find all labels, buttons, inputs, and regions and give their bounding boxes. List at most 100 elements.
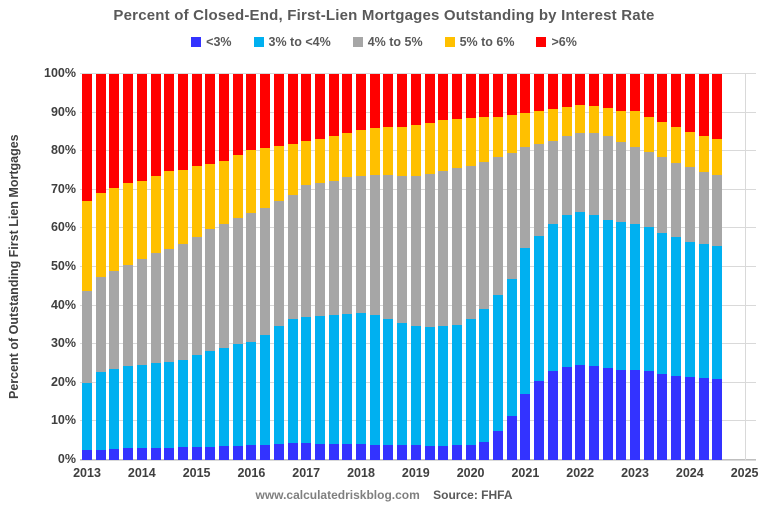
segment-2014Q2-4% to 5%: [150, 253, 161, 364]
stacked-bar-2023Q2: [643, 74, 654, 460]
x-tick-2018: 2018: [347, 466, 375, 480]
stacked-bar-2020Q1: [465, 74, 476, 460]
segment-2024Q2-<3%: [698, 378, 709, 460]
segment-2018Q1-<3%: [356, 444, 366, 460]
segment-2023Q2-5% to 6%: [643, 117, 654, 152]
x-tick-2023: 2023: [621, 466, 649, 480]
segment-2015Q1-4% to 5%: [191, 237, 202, 356]
segment-2015Q3->6%: [219, 74, 229, 162]
segment-2020Q1-3% to <4%: [465, 318, 476, 445]
segment-2014Q1-4% to 5%: [136, 258, 147, 365]
segment-2023Q4-5% to 6%: [671, 127, 682, 163]
segment-2018Q1-4% to 5%: [356, 175, 366, 313]
segment-2013Q2-3% to <4%: [95, 372, 106, 450]
stacked-bar-2017Q2: [314, 74, 325, 460]
stacked-bar-2021Q3: [547, 74, 558, 460]
segment-2018Q4->6%: [397, 74, 408, 127]
segment-2024Q2->6%: [698, 74, 709, 137]
stacked-bar-2018Q2: [369, 74, 380, 460]
segment-2016Q2-5% to 6%: [260, 148, 271, 208]
segment-2023Q1->6%: [630, 74, 640, 112]
segment-2020Q4-5% to 6%: [506, 114, 517, 154]
x-tick-2016: 2016: [237, 466, 266, 480]
segment-2020Q3-4% to 5%: [493, 157, 503, 295]
x-tick-2013: 2013: [73, 466, 101, 480]
segment-2015Q3-<3%: [219, 446, 229, 460]
legend-label: <3%: [206, 35, 232, 49]
segment-2018Q1-5% to 6%: [356, 129, 366, 176]
segment-2023Q2-3% to <4%: [643, 227, 654, 372]
segment-2015Q1->6%: [191, 74, 202, 167]
segment-2016Q3->6%: [273, 74, 284, 146]
segment-2017Q4-5% to 6%: [342, 133, 353, 178]
segment-2017Q1-<3%: [301, 443, 312, 460]
legend-item-4% to 5%: 4% to 5%: [352, 35, 423, 49]
segment-2021Q2-5% to 6%: [534, 111, 545, 144]
segment-2021Q1-3% to <4%: [520, 248, 531, 395]
stacked-bar-2017Q3: [328, 74, 339, 460]
segment-2017Q2-5% to 6%: [314, 138, 325, 183]
segment-2024Q1-3% to <4%: [684, 241, 695, 378]
segment-2018Q2-5% to 6%: [369, 128, 380, 175]
stacked-bar-2018Q3: [383, 74, 394, 460]
segment-2019Q1-3% to <4%: [410, 326, 421, 446]
segment-2013Q2-5% to 6%: [95, 192, 106, 278]
segment-2022Q3-5% to 6%: [602, 107, 613, 137]
segment-2018Q4-3% to <4%: [397, 322, 408, 445]
segment-2014Q3-<3%: [164, 447, 175, 460]
segment-2014Q4-3% to <4%: [177, 359, 188, 448]
y-tick-90%: 90%: [50, 104, 76, 119]
legend-swatch-icon: [352, 37, 363, 47]
segment-2021Q3-5% to 6%: [547, 108, 558, 141]
gridline-v-2025: [744, 74, 746, 460]
stacked-bar-2015Q1: [191, 74, 202, 460]
segment-2021Q3-4% to 5%: [547, 140, 558, 225]
segment-2015Q2-<3%: [205, 446, 216, 460]
segment-2016Q3-<3%: [273, 443, 284, 460]
segment-2015Q1-<3%: [191, 446, 202, 460]
segment-2023Q3-3% to <4%: [657, 233, 668, 374]
segment-2021Q1->6%: [520, 74, 531, 114]
segment-2024Q3-5% to 6%: [712, 139, 723, 176]
segment-2016Q4-5% to 6%: [287, 143, 298, 195]
segment-2017Q2-3% to <4%: [314, 316, 325, 444]
stacked-bar-2018Q4: [397, 74, 408, 460]
segment-2024Q2-3% to <4%: [698, 243, 709, 379]
segment-2020Q3-5% to 6%: [493, 116, 503, 158]
segment-2022Q2->6%: [588, 74, 599, 107]
segment-2024Q1-5% to 6%: [684, 131, 695, 168]
segment-2020Q1->6%: [465, 74, 476, 119]
segment-2024Q1-4% to 5%: [684, 167, 695, 242]
x-tick-2015: 2015: [182, 466, 211, 480]
segment-2017Q1-4% to 5%: [301, 185, 312, 318]
segment-2024Q1->6%: [684, 74, 695, 132]
segment-2014Q3->6%: [164, 74, 175, 172]
segment-2017Q2-4% to 5%: [314, 182, 325, 317]
segment-2016Q1-5% to 6%: [246, 149, 257, 213]
segment-2022Q3->6%: [602, 74, 613, 108]
y-tick-0%: 0%: [57, 452, 76, 466]
segment-2016Q1-<3%: [246, 444, 257, 460]
segment-2018Q4-4% to 5%: [397, 175, 408, 323]
segment-2021Q3->6%: [547, 74, 558, 109]
segment-2019Q3-4% to 5%: [438, 171, 449, 327]
x-tick-2017: 2017: [292, 466, 321, 480]
segment-2024Q2-5% to 6%: [698, 136, 709, 172]
segment-2020Q4-3% to <4%: [506, 278, 517, 416]
legend-label: 3% to <4%: [268, 35, 331, 49]
segment-2013Q2-<3%: [95, 449, 106, 460]
legend-swatch-icon: [253, 37, 264, 47]
segment-2022Q2-<3%: [588, 366, 599, 460]
segment-2019Q1-4% to 5%: [410, 175, 421, 327]
segment-2019Q4->6%: [451, 74, 462, 119]
segment-2014Q2-3% to <4%: [150, 363, 161, 448]
stacked-bar-2019Q4: [451, 74, 462, 460]
segment-2020Q3-3% to <4%: [493, 294, 503, 432]
segment-2020Q4->6%: [506, 74, 517, 115]
segment-2022Q1-<3%: [575, 365, 586, 460]
segment-2020Q1-5% to 6%: [465, 118, 476, 166]
segment-2013Q1->6%: [82, 74, 92, 201]
segment-2019Q1-5% to 6%: [410, 125, 421, 176]
segment-2018Q3-3% to <4%: [383, 318, 394, 445]
